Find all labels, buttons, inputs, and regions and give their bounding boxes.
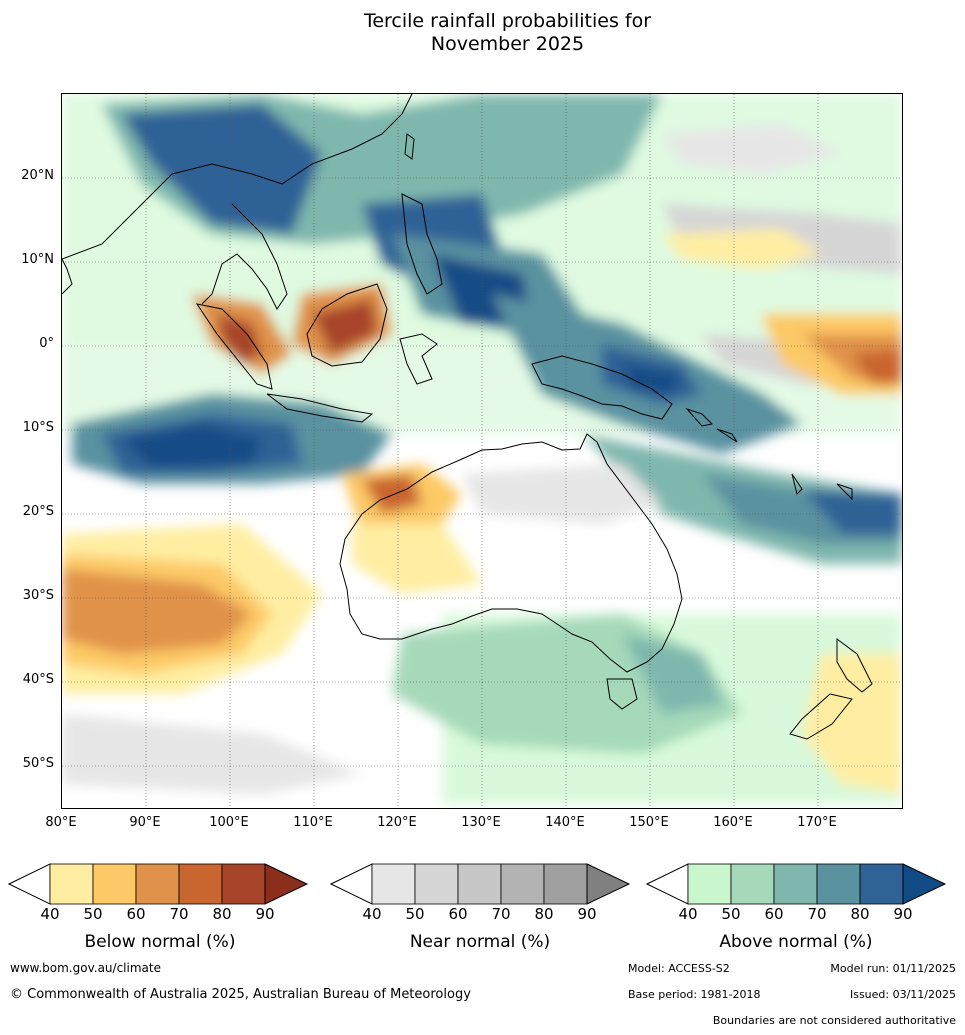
lat-label-10n: 10°N <box>21 252 54 267</box>
lon-label-80e: 80°E <box>45 815 77 830</box>
lon-label-140e: 140°E <box>545 815 585 830</box>
new-zealand-south-coastline <box>789 693 853 740</box>
below-normal-title: Below normal (%) <box>84 932 236 952</box>
colorbar-under-triangle <box>330 863 373 905</box>
colorbar-segment <box>92 863 137 905</box>
colorbar-segment <box>135 863 180 905</box>
tasmania-coastline <box>606 678 638 710</box>
colorbar-tick-label: 70 <box>807 905 827 923</box>
map-canvas <box>62 94 902 808</box>
colorbar-segment <box>414 863 459 905</box>
issued-text: Issued: 03/11/2025 <box>849 988 956 1001</box>
lon-label-160e: 160°E <box>713 815 753 830</box>
lat-label-40s: 40°S <box>22 672 54 687</box>
colorbar-tick-label: 40 <box>362 905 382 923</box>
coastlines <box>62 94 873 740</box>
colorbar-under-triangle <box>8 863 51 905</box>
colorbar-segment <box>500 863 545 905</box>
lon-label-110e: 110°E <box>293 815 333 830</box>
new-guinea-coastline <box>531 355 673 420</box>
colorbar-tick-label: 90 <box>577 905 597 923</box>
borneo-coastline <box>306 283 388 367</box>
colorbar-tick-label: 50 <box>83 905 103 923</box>
lat-label-0: 0° <box>39 336 54 351</box>
near-normal-colorbar <box>330 863 631 905</box>
lat-label-20s: 20°S <box>22 504 54 519</box>
colorbar-segment <box>543 863 588 905</box>
mainland-asia-coastline <box>62 94 413 310</box>
copyright-text: © Commonwealth of Australia 2025, Austra… <box>10 987 471 1002</box>
lon-label-170e: 170°E <box>797 815 837 830</box>
colorbar-tick-label: 60 <box>764 905 784 923</box>
new-zealand-coastline <box>836 638 873 693</box>
base-period-text: Base period: 1981-2018 <box>628 988 761 1001</box>
above-normal-colorbar <box>646 863 947 905</box>
model-text: Model: ACCESS-S2 <box>628 962 730 975</box>
colorbar-tick-label: 70 <box>491 905 511 923</box>
colorbar-tick-label: 60 <box>126 905 146 923</box>
lon-label-150e: 150°E <box>629 815 669 830</box>
lon-label-130e: 130°E <box>461 815 501 830</box>
colorbar-tick-label: 40 <box>40 905 60 923</box>
colorbar-segment <box>816 863 861 905</box>
colorbar-segment <box>178 863 223 905</box>
philippines-coastline <box>401 193 443 295</box>
colorbar-segment <box>687 863 732 905</box>
lat-label-10s: 10°S <box>22 420 54 435</box>
colorbar-segment <box>221 863 266 905</box>
probability-field <box>62 94 902 804</box>
colorbar-tick-label: 40 <box>678 905 698 923</box>
colorbar-over-triangle <box>264 863 309 905</box>
lat-label-50s: 50°S <box>22 756 54 771</box>
colorbar-under-triangle <box>646 863 689 905</box>
lat-label-30s: 30°S <box>22 588 54 603</box>
colorbar-tick-label: 80 <box>212 905 232 923</box>
colorbar-segment <box>730 863 775 905</box>
graticule <box>62 94 902 808</box>
lon-label-100e: 100°E <box>209 815 249 830</box>
colorbar-tick-label: 90 <box>893 905 913 923</box>
colorbar-tick-label: 70 <box>169 905 189 923</box>
near-normal-title: Near normal (%) <box>409 932 551 952</box>
australia-coastline <box>339 433 683 673</box>
colorbar-tick-label: 60 <box>448 905 468 923</box>
disclaimer-text: Boundaries are not considered authoritat… <box>712 1014 956 1027</box>
colorbar-segment <box>773 863 818 905</box>
lon-label-90e: 90°E <box>129 815 161 830</box>
colorbar-tick-label: 50 <box>721 905 741 923</box>
lon-label-120e: 120°E <box>377 815 417 830</box>
colorbar-segment <box>371 863 416 905</box>
website-link[interactable]: www.bom.gov.au/climate <box>10 961 161 975</box>
colorbar-segment <box>49 863 94 905</box>
title-line-1: Tercile rainfall probabilities for <box>363 10 652 32</box>
colorbar-over-triangle <box>902 863 947 905</box>
above-normal-title: Above normal (%) <box>719 932 873 952</box>
colorbar-tick-label: 80 <box>534 905 554 923</box>
title-line-2: November 2025 <box>430 33 585 55</box>
lat-label-20n: 20°N <box>21 168 54 183</box>
java-coastline <box>266 393 374 423</box>
colorbar-segment <box>859 863 904 905</box>
probability-map <box>61 93 903 809</box>
map-title: Tercile rainfall probabilities for Novem… <box>0 10 965 56</box>
colorbar-segment <box>457 863 502 905</box>
colorbar-tick-label: 90 <box>255 905 275 923</box>
below-normal-colorbar <box>8 863 309 905</box>
colorbar-tick-label: 50 <box>405 905 425 923</box>
sumatra-coastline <box>195 303 273 390</box>
sulawesi-coastline <box>399 333 438 385</box>
colorbar-tick-label: 80 <box>850 905 870 923</box>
model-run-text: Model run: 01/11/2025 <box>830 962 956 975</box>
colorbar-over-triangle <box>586 863 631 905</box>
